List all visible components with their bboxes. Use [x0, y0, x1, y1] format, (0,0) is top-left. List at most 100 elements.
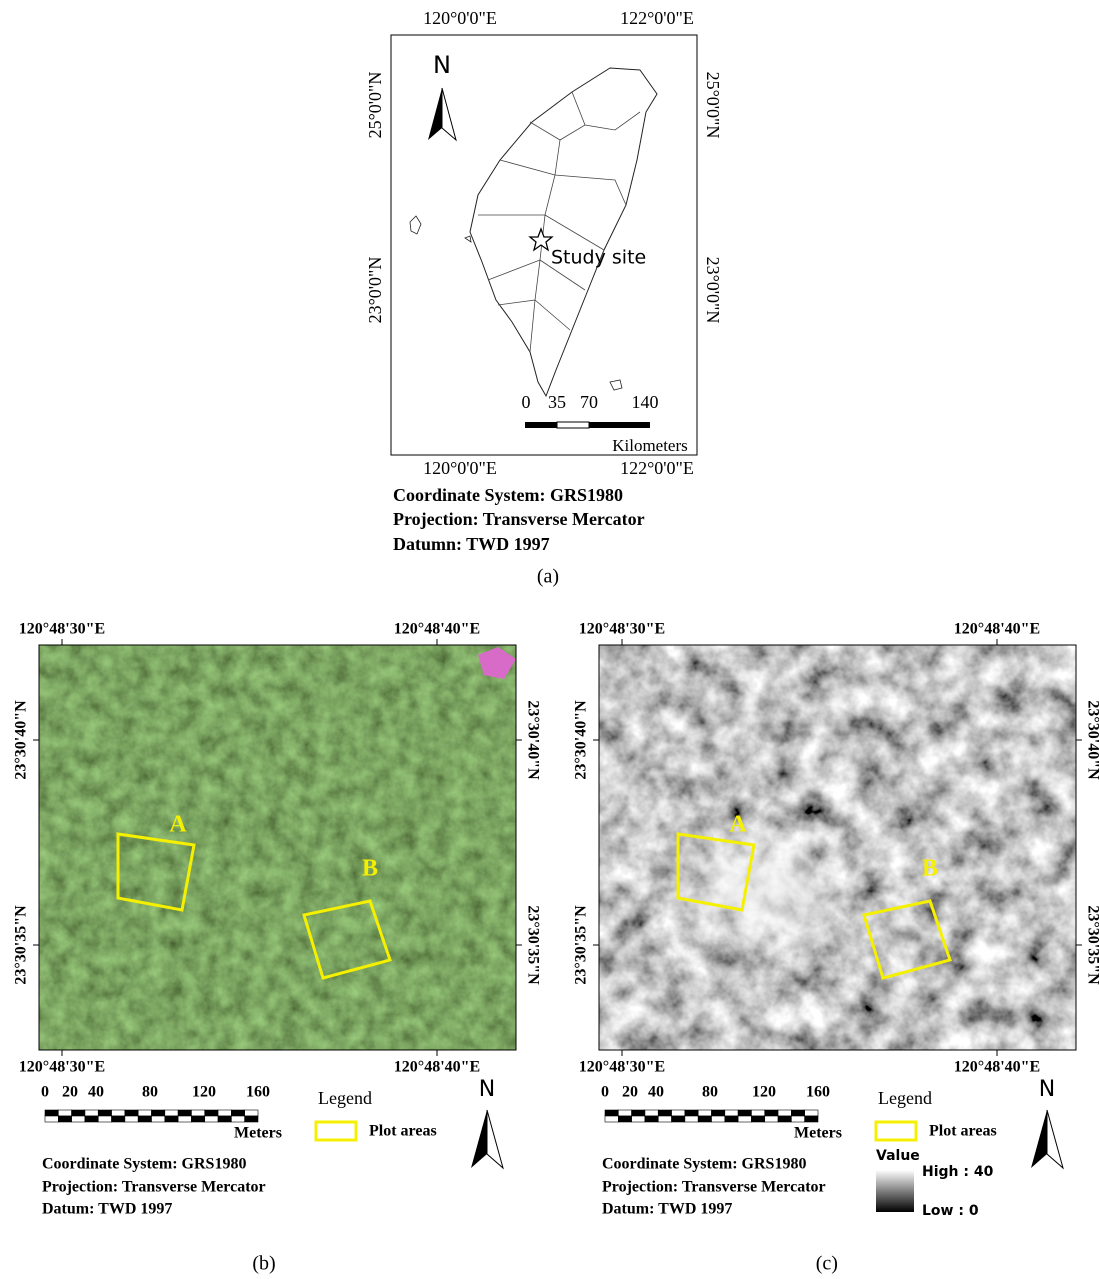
- value-low: Low : 0: [922, 1203, 979, 1219]
- info-line: Datum: TWD 1997: [42, 1201, 172, 1218]
- scale-tick: 0: [41, 1084, 49, 1101]
- scale-bar: [178, 1110, 191, 1116]
- scale-bar: [791, 1116, 804, 1122]
- lat-label: 23°30'35"N: [1084, 905, 1099, 985]
- scale-bar: [58, 1110, 71, 1116]
- scale-bar: [112, 1116, 125, 1122]
- scale-tick: 120: [192, 1084, 216, 1101]
- legend-swatch: [316, 1122, 356, 1140]
- scale-tick: 20: [622, 1084, 638, 1101]
- scale-bar: [765, 1116, 778, 1122]
- scale-bar: [672, 1110, 685, 1116]
- scale-bar: [152, 1116, 165, 1122]
- scale-bar: [112, 1110, 125, 1116]
- scale-bar: [165, 1110, 178, 1116]
- scale-bar: [751, 1110, 764, 1116]
- scale-tick: 120: [752, 1084, 776, 1101]
- scale-bar: [685, 1116, 698, 1122]
- scale-bar: [672, 1116, 685, 1122]
- scale-bar: [58, 1116, 71, 1122]
- panel-b: 120°48'30"E120°48'30"E120°48'40"E120°48'…: [13, 621, 542, 1275]
- scale-bar: [218, 1116, 231, 1122]
- plot-label: A: [169, 812, 187, 838]
- scale-bar: [72, 1110, 85, 1116]
- scale-bar: [98, 1110, 111, 1116]
- scale-bar: [685, 1110, 698, 1116]
- scale-tick: 80: [702, 1084, 718, 1101]
- scale-bar: [805, 1110, 818, 1116]
- north-arrow: [1031, 1110, 1047, 1168]
- panel-c: 120°48'30"E120°48'30"E120°48'40"E120°48'…: [573, 621, 1099, 1275]
- scale-bar: [205, 1110, 218, 1116]
- scale-bar: [738, 1110, 751, 1116]
- scale-tick: 0: [601, 1084, 609, 1101]
- lon-label: 120°48'40"E: [954, 1059, 1040, 1076]
- lat-label: 25°0'0"N: [365, 72, 385, 139]
- lon-label: 120°0'0"E: [423, 8, 497, 28]
- lon-label: 120°48'30"E: [579, 621, 665, 638]
- scale-bar: [712, 1110, 725, 1116]
- scale-tick: 20: [62, 1084, 78, 1101]
- scale-bar: [698, 1116, 711, 1122]
- lat-label: 23°30'40"N: [1084, 700, 1099, 780]
- legend-label: Plot areas: [369, 1123, 437, 1140]
- scale-bar: [778, 1116, 791, 1122]
- caption: (c): [816, 1253, 838, 1275]
- scale-bar: [138, 1116, 151, 1122]
- scale-bar: [791, 1110, 804, 1116]
- north-arrow: [428, 88, 442, 140]
- lat-label: 23°30'40"N: [13, 700, 30, 780]
- scale-bar: [525, 422, 557, 428]
- info-line: Coordinate System: GRS1980: [42, 1156, 246, 1173]
- scale-bar: [45, 1116, 58, 1122]
- scale-bar: [45, 1110, 58, 1116]
- scale-bar: [632, 1116, 645, 1122]
- scale-bar: [778, 1110, 791, 1116]
- scale-tick: 140: [632, 392, 659, 412]
- scale-unit: Kilometers: [612, 436, 688, 455]
- scale-bar: [125, 1116, 138, 1122]
- scale-bar: [98, 1116, 111, 1122]
- lat-label: 23°30'40"N: [573, 700, 590, 780]
- lat-label: 23°30'35"N: [13, 905, 30, 985]
- scale-bar: [805, 1116, 818, 1122]
- plot-label: B: [922, 856, 938, 882]
- legend-title: Legend: [878, 1088, 932, 1108]
- scale-bar: [138, 1110, 151, 1116]
- scale-bar: [205, 1116, 218, 1122]
- scale-bar: [178, 1116, 191, 1122]
- lat-label: 23°30'40"N: [524, 700, 541, 780]
- value-ramp: [876, 1170, 914, 1212]
- scale-bar: [245, 1110, 258, 1116]
- scale-bar: [712, 1116, 725, 1122]
- scale-unit: Meters: [234, 1125, 282, 1142]
- scale-tick: 0: [522, 392, 531, 412]
- info-line: Coordinate System: GRS1980: [602, 1156, 806, 1173]
- scale-bar: [245, 1116, 258, 1122]
- lon-label: 120°48'30"E: [579, 1059, 665, 1076]
- scale-bar: [165, 1116, 178, 1122]
- study-site-label: Study site: [551, 247, 646, 269]
- scale-bar: [725, 1110, 738, 1116]
- plot-label: A: [729, 812, 747, 838]
- info-line: Datumn: TWD 1997: [393, 534, 550, 554]
- north-arrow: [471, 1110, 487, 1168]
- lat-label: 23°0'0"N: [365, 257, 385, 324]
- legend-swatch: [876, 1122, 916, 1140]
- lon-label: 120°48'40"E: [394, 1059, 480, 1076]
- scale-bar: [72, 1116, 85, 1122]
- north-label: N: [433, 51, 451, 79]
- scale-bar: [557, 422, 589, 428]
- scale-bar: [698, 1110, 711, 1116]
- scale-bar: [751, 1116, 764, 1122]
- north-label: N: [1039, 1077, 1055, 1102]
- scale-bar: [632, 1110, 645, 1116]
- scale-bar: [738, 1116, 751, 1122]
- legend-label: Plot areas: [929, 1123, 997, 1140]
- info-line: Projection: Transverse Mercator: [42, 1179, 266, 1196]
- lat-label: 23°30'35"N: [524, 905, 541, 985]
- scale-bar: [765, 1110, 778, 1116]
- lon-label: 122°0'0"E: [620, 458, 694, 478]
- lon-label: 120°48'30"E: [19, 1059, 105, 1076]
- caption: (a): [537, 566, 559, 588]
